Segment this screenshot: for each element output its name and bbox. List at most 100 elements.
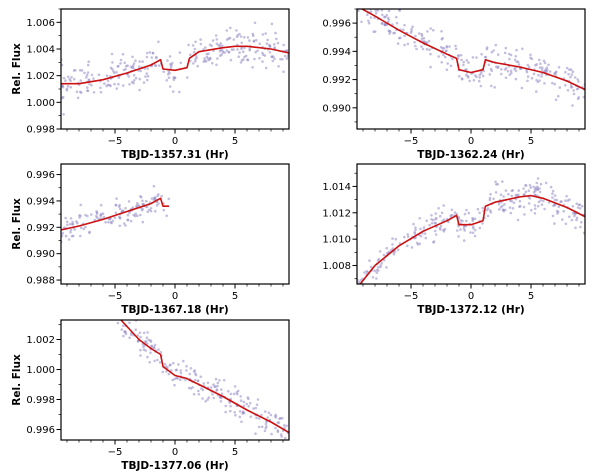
data-point <box>429 27 433 30</box>
data-point <box>239 35 243 38</box>
data-point <box>99 203 103 207</box>
data-point <box>98 217 101 220</box>
data-point <box>384 15 387 19</box>
data-point <box>365 270 368 273</box>
y-tick-label: 0.998 <box>26 125 55 136</box>
data-point <box>246 36 250 39</box>
data-point <box>282 70 285 73</box>
data-point <box>61 95 65 99</box>
data-point <box>85 76 88 79</box>
data-point <box>141 220 145 224</box>
data-point <box>429 65 432 69</box>
data-point <box>116 321 120 325</box>
data-point <box>236 392 239 396</box>
data-point <box>462 239 466 242</box>
data-point <box>220 44 224 48</box>
data-point <box>434 217 438 221</box>
data-point <box>430 221 434 225</box>
data-point <box>538 58 541 62</box>
model-line <box>61 45 289 85</box>
data-point <box>434 229 437 233</box>
data-point <box>571 104 574 107</box>
y-tick-label: 1.008 <box>322 261 351 272</box>
data-point <box>88 230 91 234</box>
data-point <box>239 399 243 402</box>
data-point <box>86 63 90 67</box>
data-point <box>496 183 500 186</box>
data-point <box>527 202 531 205</box>
data-point <box>136 334 140 337</box>
data-point <box>580 220 583 224</box>
data-point <box>111 219 115 223</box>
x-tick-label: −5 <box>108 291 123 302</box>
data-point <box>88 82 91 86</box>
data-point <box>242 400 246 404</box>
data-point <box>146 67 149 70</box>
data-point <box>509 69 513 73</box>
data-point <box>192 50 196 54</box>
data-point <box>501 180 504 183</box>
data-point <box>264 410 267 413</box>
data-points <box>61 184 171 243</box>
data-point <box>459 228 462 231</box>
data-point <box>170 63 173 67</box>
data-point <box>378 250 382 253</box>
data-point <box>414 228 417 232</box>
data-point <box>395 21 399 25</box>
data-points <box>61 21 289 116</box>
data-point <box>242 36 246 39</box>
y-tick-label: 1.004 <box>26 45 55 56</box>
data-point <box>79 226 83 230</box>
data-point <box>233 385 237 388</box>
data-point <box>279 416 282 420</box>
data-point <box>374 9 378 12</box>
data-point <box>471 56 475 59</box>
data-point <box>432 240 436 243</box>
data-point <box>508 73 512 77</box>
data-point <box>571 212 575 215</box>
data-point <box>257 425 261 429</box>
data-point <box>131 66 134 69</box>
data-point <box>139 69 142 73</box>
data-point <box>434 221 438 225</box>
data-point <box>398 36 401 40</box>
data-point <box>381 22 384 25</box>
data-point <box>254 50 257 54</box>
data-point <box>440 30 443 33</box>
data-point <box>539 182 543 186</box>
data-point <box>489 192 492 196</box>
data-point <box>276 429 280 432</box>
data-point <box>440 211 444 215</box>
data-point <box>515 60 519 64</box>
data-point <box>547 201 551 204</box>
data-point <box>134 59 137 62</box>
data-point <box>539 199 543 202</box>
data-point <box>260 413 263 417</box>
data-point <box>360 290 363 293</box>
data-point <box>179 371 183 375</box>
data-point <box>432 218 435 222</box>
data-point <box>455 212 459 216</box>
data-point <box>219 42 222 45</box>
data-point <box>488 198 492 202</box>
data-point <box>76 221 79 225</box>
data-point <box>420 37 424 40</box>
data-point <box>120 328 124 331</box>
data-point <box>119 217 122 220</box>
data-point <box>170 369 173 372</box>
data-point <box>420 32 424 36</box>
data-point <box>572 89 575 92</box>
data-point <box>269 413 273 417</box>
data-point <box>465 219 468 223</box>
data-point <box>503 203 506 206</box>
x-tick-label: 5 <box>232 291 238 302</box>
data-point <box>171 90 175 93</box>
data-point <box>374 11 378 15</box>
data-point <box>132 79 136 82</box>
x-tick-label: 5 <box>528 291 534 302</box>
data-point <box>494 180 497 184</box>
data-point <box>129 219 133 223</box>
data-point <box>113 216 117 219</box>
data-point <box>509 211 513 215</box>
data-point <box>229 392 233 396</box>
